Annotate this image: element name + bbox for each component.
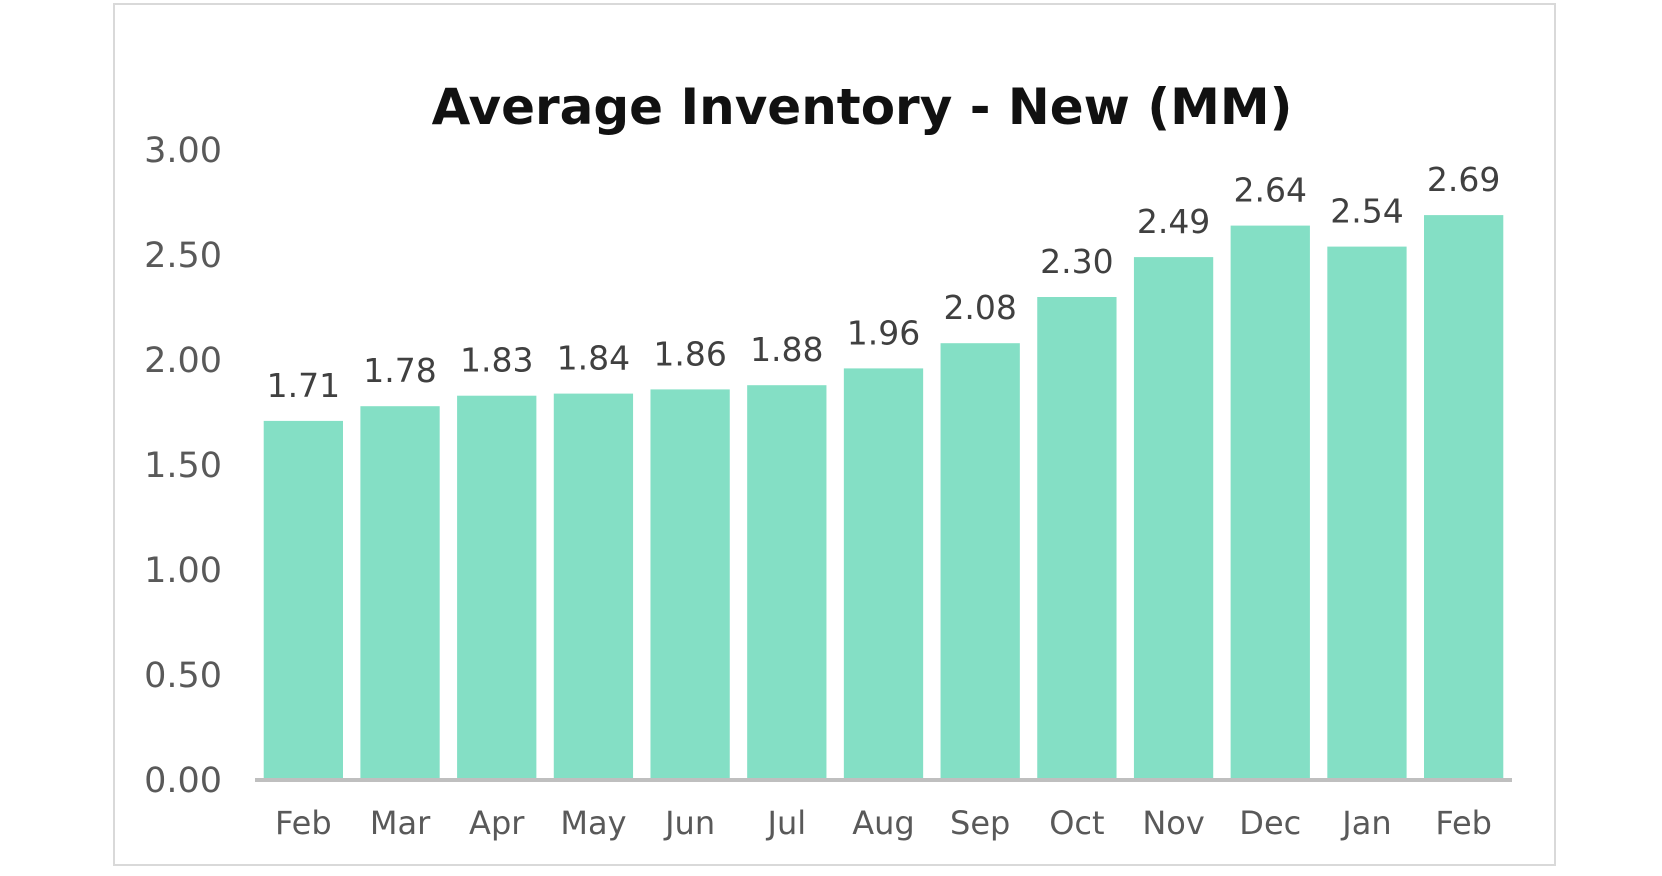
y-axis: 0.00 0.50 1.00 1.50 2.00 2.50 3.00 [144,131,222,801]
x-tick-label: Mar [370,804,431,842]
data-label: 2.69 [1427,160,1500,199]
data-label: 2.64 [1234,171,1307,210]
data-label: 1.78 [363,351,436,390]
y-tick-label: 1.50 [144,446,222,486]
y-tick-label: 3.00 [144,131,222,171]
bar-jun-4 [650,389,730,780]
chart-frame: Average Inventory - New (MM) 0.00 0.50 1.0… [113,3,1556,866]
x-tick-label: Jan [1340,804,1391,842]
x-tick-label: Feb [1435,804,1492,842]
data-label: 1.86 [653,334,726,373]
x-tick-label: Feb [275,804,332,842]
x-tick-label: Jun [663,804,715,842]
x-tick-label: Sep [950,804,1010,842]
bar-sep-7 [940,343,1020,780]
bar-jan-11 [1327,246,1407,781]
bar-feb-12 [1424,215,1504,781]
y-tick-label: 2.50 [144,236,222,276]
x-axis: Feb Mar Apr May Jun Jul Aug Sep Oct Nov Dec Jan Feb [255,778,1512,842]
data-label: 2.54 [1330,192,1403,231]
y-tick-label: 1.00 [144,551,222,591]
data-label: 1.83 [460,341,533,380]
data-label: 2.30 [1040,242,1113,281]
chart-title: Average Inventory - New (MM) [432,78,1293,136]
x-tick-label: Jul [766,804,807,842]
data-label: 1.84 [557,339,630,378]
data-label: 1.96 [847,313,920,352]
data-label: 2.49 [1137,202,1210,241]
y-tick-label: 0.00 [144,761,222,801]
bar-jul-5 [747,385,827,780]
bar-feb-0 [263,420,343,780]
bar-may-3 [553,393,634,780]
bar-chart: Average Inventory - New (MM) 0.00 0.50 1.0… [144,78,1512,842]
bar-nov-9 [1133,257,1214,781]
y-tick-label: 0.50 [144,656,222,696]
x-tick-label: Apr [469,804,525,842]
bars [263,215,1504,781]
bar-apr-2 [457,395,537,780]
bar-oct-8 [1037,297,1117,780]
y-tick-label: 2.00 [144,341,222,381]
x-tick-label: Dec [1239,804,1301,842]
bar-dec-10 [1230,225,1310,781]
data-labels: 1.71 1.78 1.83 1.84 1.86 1.88 1.96 2.08 2.30 2.49… [267,160,1501,405]
x-tick-label: Aug [852,804,914,842]
x-tick-label: Oct [1049,804,1104,842]
x-tick-label: May [560,804,626,842]
x-tick-label: Nov [1142,804,1204,842]
data-label: 1.71 [267,366,340,405]
data-label: 2.08 [943,288,1016,327]
bar-aug-6 [843,368,924,780]
bar-mar-1 [360,406,440,780]
data-label: 1.88 [750,330,823,369]
